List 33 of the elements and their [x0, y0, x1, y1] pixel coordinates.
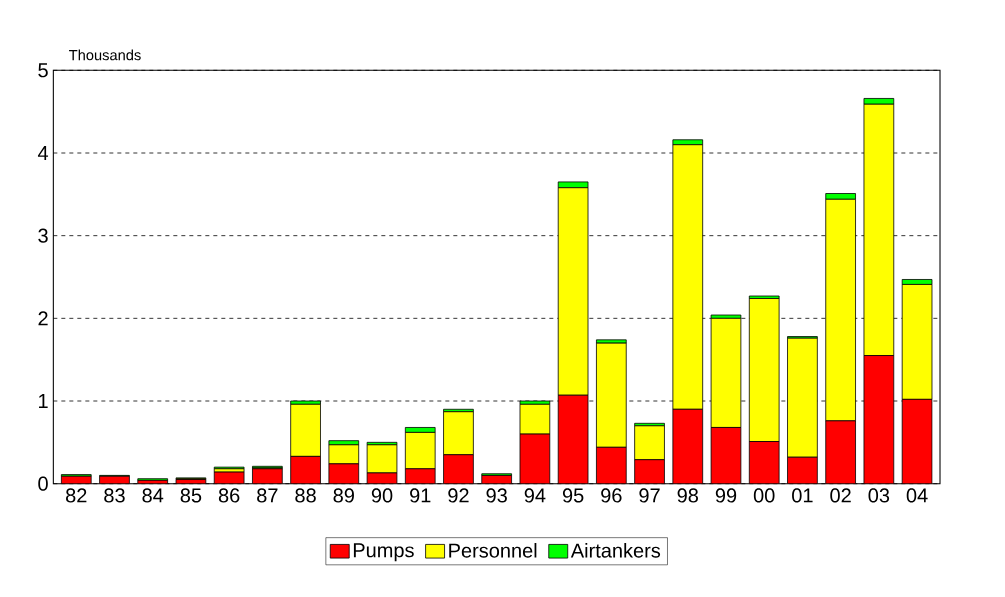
x-tick-label: 00 — [753, 488, 775, 503]
x-tick-label: 94 — [524, 488, 546, 503]
x-tick-label: 91 — [410, 488, 431, 503]
x-tick-label: 87 — [257, 488, 278, 503]
x-tick-label: 85 — [180, 488, 202, 503]
x-tick-label: 88 — [295, 488, 316, 503]
x-tick-label: 84 — [142, 488, 164, 503]
legend-label: Airtankers — [570, 543, 661, 558]
x-tick-label: 90 — [371, 488, 393, 503]
legend-label: Pumps — [353, 543, 414, 562]
x-tick-label: 82 — [66, 488, 87, 503]
y-axis-title: Thousands — [69, 49, 141, 61]
legend-label: Personnel — [449, 543, 537, 558]
x-tick-label: 89 — [333, 488, 354, 503]
x-tick-label: 99 — [715, 488, 737, 503]
y-tick-label: 3 — [38, 228, 48, 243]
x-tick-label: 03 — [868, 488, 890, 503]
y-tick-label: 2 — [38, 311, 48, 326]
y-tick-label: 0 — [38, 476, 48, 491]
y-tick-label: 1 — [39, 394, 48, 408]
y-tick-label: 5 — [38, 63, 48, 78]
x-tick-label: 86 — [218, 488, 240, 503]
x-tick-label: 97 — [639, 488, 660, 503]
x-tick-label: 95 — [562, 488, 584, 503]
y-tick-label: 4 — [37, 146, 49, 160]
x-tick-label: 01 — [792, 488, 813, 503]
x-tick-label: 96 — [601, 488, 622, 503]
x-tick-label: 83 — [104, 488, 125, 503]
x-tick-label: 92 — [448, 488, 469, 503]
x-tick-label: 93 — [486, 488, 507, 503]
x-tick-label: 04 — [906, 488, 928, 503]
x-tick-label: 02 — [830, 488, 851, 503]
x-tick-label: 98 — [677, 488, 699, 503]
